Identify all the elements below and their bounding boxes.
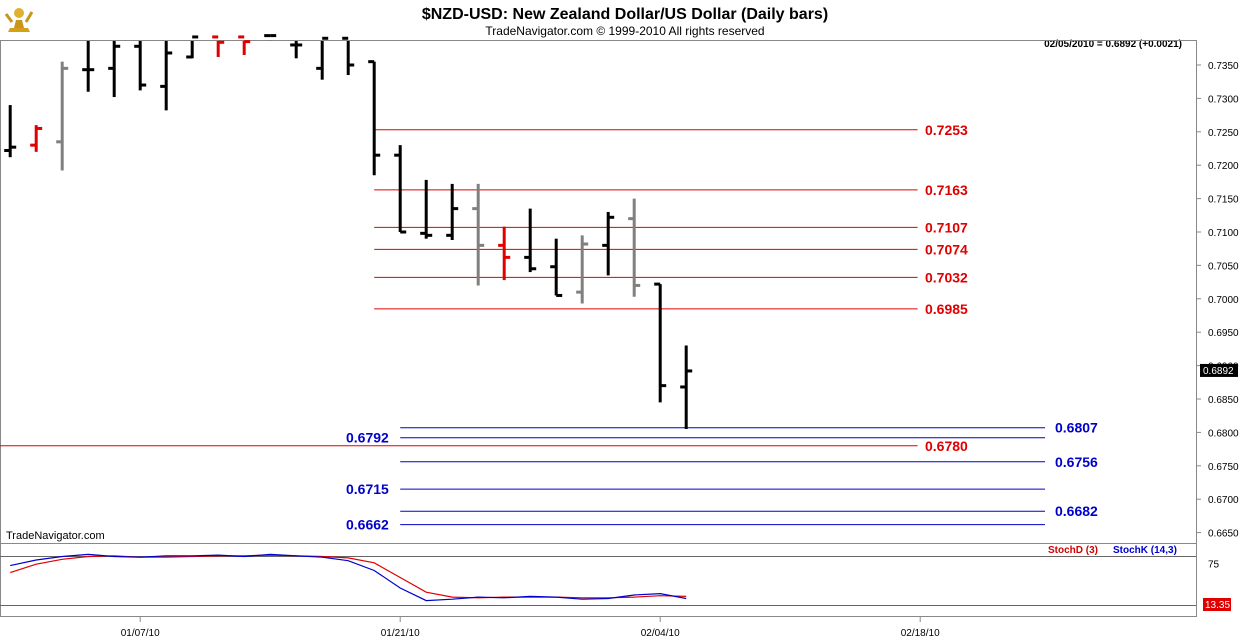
ohlc-bar bbox=[30, 125, 43, 152]
level-label: 0.7163 bbox=[925, 182, 968, 198]
ohlc-bar bbox=[238, 35, 251, 55]
price-levels: 0.7253 0.7163 0.7107 0.7074 0.7032 0.6985 0.68… bbox=[0, 122, 1098, 533]
level-label: 0.7107 bbox=[925, 219, 968, 235]
ohlc-bar bbox=[160, 41, 173, 111]
date-tick-label: 01/07/10 bbox=[121, 628, 160, 639]
ohlc-bar bbox=[446, 183, 459, 241]
ohlc-bars bbox=[4, 34, 693, 430]
price-panel: 0.7350 0.7300 0.7250 0.7200 0.7150 0.7100 0.70… bbox=[0, 34, 1239, 544]
ohlc-bar bbox=[134, 41, 147, 91]
level-label: 0.6756 bbox=[1055, 454, 1098, 470]
trader-figure-icon bbox=[2, 2, 36, 36]
current-price-badge: 0.6892 bbox=[1200, 363, 1238, 377]
price-tick-label: 0.7000 bbox=[1208, 295, 1239, 306]
ohlc-bar bbox=[108, 41, 121, 98]
ohlc-bar bbox=[576, 235, 589, 304]
stoch-badge bbox=[1203, 598, 1231, 611]
price-tick-label: 0.7250 bbox=[1208, 128, 1239, 139]
price-tick-label: 0.7150 bbox=[1208, 195, 1239, 206]
price-tick-label: 0.6650 bbox=[1208, 529, 1239, 540]
ohlc-bar bbox=[394, 145, 407, 234]
ohlc-bar bbox=[680, 345, 693, 430]
level-label: 0.6662 bbox=[346, 517, 389, 533]
price-tick-label: 0.6750 bbox=[1208, 462, 1239, 473]
level-label: 0.7032 bbox=[925, 269, 968, 285]
price-tick-label: 0.6800 bbox=[1208, 428, 1239, 439]
level-label: 0.7253 bbox=[925, 122, 968, 138]
level-label: 0.6715 bbox=[346, 481, 389, 497]
price-tick-label: 0.7300 bbox=[1208, 94, 1239, 105]
date-tick-label: 01/21/10 bbox=[381, 628, 420, 639]
ohlc-bar bbox=[420, 179, 433, 239]
ohlc-bar bbox=[654, 282, 667, 403]
ohlc-bar bbox=[524, 208, 537, 273]
ohlc-bar bbox=[4, 105, 17, 158]
level-label: 0.6682 bbox=[1055, 503, 1098, 519]
level-label: 0.6985 bbox=[925, 301, 968, 317]
level-label: 0.6780 bbox=[925, 438, 968, 454]
price-tick-label: 0.6700 bbox=[1208, 495, 1239, 506]
ohlc-bar bbox=[498, 226, 511, 281]
date-axis: 01/07/10 01/21/10 02/04/10 02/18/10 bbox=[121, 617, 940, 639]
ohlc-bar bbox=[290, 41, 303, 59]
ohlc-bar bbox=[56, 61, 69, 171]
ohlc-bar bbox=[264, 34, 277, 41]
chart-title: $NZD-USD: New Zealand Dollar/US Dollar (… bbox=[422, 6, 828, 23]
stochd-legend: StochD (3) bbox=[1048, 545, 1098, 556]
stoch-tick-label: 75 bbox=[1208, 560, 1220, 571]
watermark: TradeNavigator.com bbox=[6, 530, 105, 542]
ohlc-bar bbox=[602, 211, 615, 276]
ohlc-bar bbox=[186, 35, 199, 59]
stochastic-panel: 75 StochD (3) StochK (14,3) 13.35 bbox=[0, 543, 1231, 617]
ohlc-bar bbox=[628, 198, 641, 297]
date-tick-label: 02/18/10 bbox=[901, 628, 940, 639]
level-label: 0.6807 bbox=[1055, 420, 1098, 436]
ohlc-bar bbox=[82, 41, 95, 92]
price-tick-label: 0.6950 bbox=[1208, 328, 1239, 339]
date-tick-label: 02/04/10 bbox=[641, 628, 680, 639]
ohlc-bar bbox=[342, 36, 355, 76]
current-price-label: 0.6892 bbox=[1203, 366, 1234, 377]
ohlc-bar bbox=[212, 35, 225, 57]
ohlc-bar bbox=[472, 183, 485, 286]
price-tick-label: 0.6850 bbox=[1208, 395, 1239, 406]
stoch-line bbox=[10, 554, 687, 599]
price-tick-label: 0.7100 bbox=[1208, 228, 1239, 239]
stoch-line bbox=[10, 553, 687, 602]
chart-subtitle: TradeNavigator.com © 1999-2010 All right… bbox=[485, 24, 764, 38]
last-quote-label: 02/05/2010 = 0.6892 (+0.0021) bbox=[1044, 39, 1182, 50]
price-tick-label: 0.7050 bbox=[1208, 261, 1239, 272]
stoch-axis: 75 bbox=[1208, 560, 1220, 571]
stochk-legend: StochK (14,3) bbox=[1113, 545, 1177, 556]
ohlc-bar bbox=[550, 238, 563, 297]
level-label: 0.6792 bbox=[346, 430, 389, 446]
price-axis: 0.7350 0.7300 0.7250 0.7200 0.7150 0.7100 0.70… bbox=[1196, 61, 1239, 540]
stoch-series bbox=[10, 553, 687, 602]
ohlc-bar bbox=[316, 36, 329, 80]
ohlc-bar bbox=[368, 60, 381, 176]
stoch-badge-value: 13.35 bbox=[1205, 600, 1230, 611]
price-tick-label: 0.7350 bbox=[1208, 61, 1239, 72]
level-label: 0.7074 bbox=[925, 241, 968, 257]
price-tick-label: 0.7200 bbox=[1208, 161, 1239, 172]
